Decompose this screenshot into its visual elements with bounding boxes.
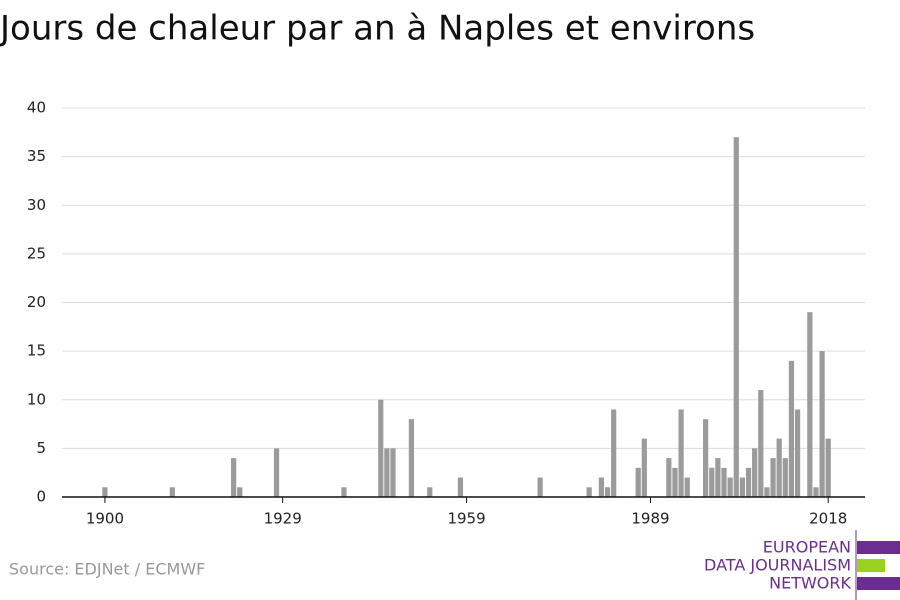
bar: [709, 467, 715, 497]
logo-text: DATA JOURNALISM: [704, 556, 851, 575]
logo-bar: [857, 541, 900, 554]
bar: [733, 137, 739, 498]
chart-title: Jours de chaleur par an à Naples et envi…: [0, 9, 755, 49]
bar: [776, 438, 782, 497]
bar: [598, 477, 605, 497]
bar: [341, 487, 347, 497]
y-tick-label: 20: [27, 293, 46, 311]
bar: [457, 477, 464, 497]
bar: [672, 467, 678, 497]
bar: [782, 458, 788, 497]
bar: [678, 409, 684, 497]
bar: [237, 487, 243, 497]
bar: [758, 390, 764, 497]
bar: [703, 419, 709, 497]
bar: [537, 477, 543, 497]
bar: [408, 419, 415, 497]
x-tick-label: 1929: [264, 510, 302, 528]
bar: [169, 487, 175, 497]
bar: [641, 438, 647, 497]
bar: [102, 487, 108, 497]
x-tick-label: 1959: [447, 510, 485, 528]
bar: [666, 458, 672, 497]
bar: [727, 477, 733, 497]
bar: [794, 409, 801, 497]
source: Source: EDJNet / ECMWF: [9, 560, 205, 579]
y-tick-label: 40: [27, 99, 46, 117]
bar: [813, 487, 819, 497]
bar: [427, 487, 433, 497]
bar: [604, 487, 611, 497]
bar: [273, 448, 280, 497]
x-tick-label: 1900: [86, 510, 124, 528]
y-tick-label: 10: [27, 390, 46, 408]
x-tick-label: 2018: [809, 510, 847, 528]
bar: [825, 438, 831, 497]
y-tick-label: 15: [27, 342, 46, 360]
bar: [611, 409, 617, 497]
y-tick-label: 35: [27, 147, 46, 165]
y-tick-label: 0: [36, 488, 46, 506]
bar: [764, 487, 770, 497]
bar: [807, 312, 813, 497]
bar: [739, 477, 746, 497]
x-tick-label: 1989: [631, 510, 669, 528]
y-tick-label: 25: [27, 244, 46, 262]
y-tick-label: 5: [36, 439, 46, 457]
bar: [770, 458, 776, 497]
y-tick-label: 30: [27, 196, 46, 214]
bar: [390, 448, 396, 497]
bar: [635, 467, 641, 497]
bar: [721, 467, 727, 497]
bar: [745, 467, 752, 497]
bar: [231, 458, 237, 497]
logo-bar: [857, 559, 885, 572]
bar: [752, 448, 758, 497]
logo-bar: [857, 577, 900, 590]
bar: [586, 487, 592, 497]
bar: [715, 458, 721, 497]
logo-text: EUROPEAN: [763, 538, 851, 557]
bar: [384, 448, 390, 497]
logo-text: NETWORK: [769, 574, 851, 593]
bar: [788, 360, 795, 497]
bar: [378, 399, 384, 497]
bar: [819, 351, 825, 497]
bar: [684, 477, 690, 497]
